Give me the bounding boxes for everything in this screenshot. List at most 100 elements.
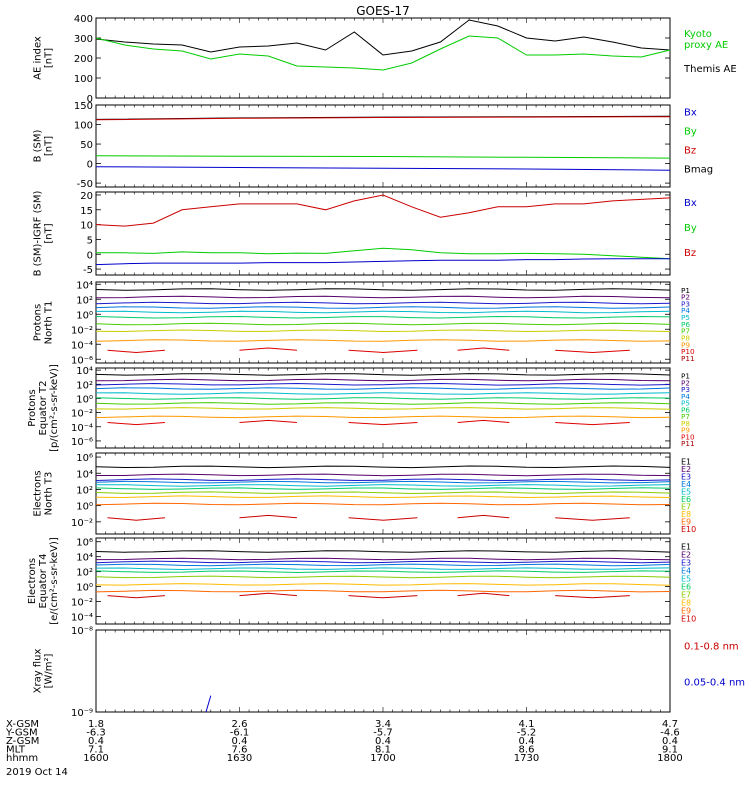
legend-entry: E1 (681, 543, 691, 552)
legend-entry: E5 (681, 487, 691, 496)
channel-line-2 (95, 478, 671, 482)
channel-line-6 (95, 575, 671, 579)
channel-line-6 (95, 402, 671, 405)
time-row-value: 4.1 (519, 719, 535, 730)
legend-entry: E3 (681, 559, 691, 568)
panel-6: 10⁶ 10⁴ 10² 10⁰ 10⁻² 10⁻⁴ ElectronsEquator T4[… (27, 537, 696, 625)
y-tick-label: 0 (87, 94, 93, 105)
legend-entry: P10 (681, 432, 695, 441)
y-tick-label: 10⁻⁴ (71, 423, 93, 434)
legend-entry: E3 (681, 472, 691, 481)
y-tick-label: 10 (80, 221, 93, 232)
channel-line-2 (95, 560, 671, 564)
time-row-value: 7.6 (232, 745, 248, 756)
y-tick-label: 150 (74, 101, 93, 112)
legend-entry: P3 (681, 299, 690, 308)
channel-line-3 (95, 306, 671, 309)
channel-line-gappy (107, 517, 165, 521)
channel-line-8 (95, 589, 671, 593)
series-line-1 (96, 247, 671, 260)
legend-entry: E4 (681, 480, 691, 489)
legend-entry: E2 (681, 551, 691, 560)
time-row-label: hhmm (6, 753, 38, 764)
y-tick-label: 10⁴ (76, 553, 93, 564)
legend-entry: P2 (681, 378, 690, 387)
y-tick-label: 10⁻² (71, 598, 93, 609)
channel-line-gappy (457, 419, 510, 423)
legend-entry: P6 (681, 320, 690, 329)
panel-1: -50 0 50 100 150 B (SM)[nT] Bx By Bz Bmag (33, 101, 714, 190)
y-tick-label: -5 (83, 265, 93, 276)
series-line-2 (95, 155, 671, 159)
channel-line-4 (95, 484, 671, 487)
y-tick-label: 400 (74, 14, 93, 25)
y-tick-label: 10⁰ (76, 394, 93, 405)
channel-line-gappy (348, 349, 418, 354)
legend-entry: P2 (681, 293, 690, 302)
legend-entry: Bz (684, 248, 696, 259)
channel-line-3 (95, 387, 671, 390)
time-row-value: 0.4 (519, 736, 535, 747)
legend-entry: P4 (681, 392, 690, 401)
legend-entry: P8 (681, 334, 690, 343)
series-line-0 (95, 19, 671, 56)
legend-entry: P7 (681, 327, 690, 336)
panel-frame (95, 452, 671, 535)
legend-entry: Bx (684, 107, 697, 118)
y-tick-label: 10⁻⁴ (71, 613, 93, 624)
channel-line-gappy (457, 592, 510, 597)
y-tick-label: 10⁻² (71, 409, 93, 420)
time-row-value: 1800 (657, 753, 682, 764)
time-row-value: 1700 (370, 753, 395, 764)
y-tick-label: 10⁰ (76, 583, 93, 594)
y-axis-label: ElectronsNorth T3 (33, 470, 55, 516)
time-row-value: 9.1 (662, 745, 678, 756)
channel-line-gappy (555, 349, 630, 354)
channel-line-gappy (239, 347, 297, 351)
panel-2: -5 0 5 10 15 20 B (SM)-IGRF (SM)[nT] Bx By Bz (33, 191, 697, 277)
y-tick-label: 10⁻⁸ (71, 626, 93, 637)
y-axis-label: Xray flux[W/m²] (33, 649, 55, 694)
y-tick-label: 5 (87, 235, 93, 246)
legend-entry: E10 (681, 525, 696, 534)
series-line-0 (95, 194, 671, 227)
time-row-value: -5.7 (373, 728, 393, 739)
time-row-label: Z-GSM (6, 736, 39, 747)
channel-line-1 (95, 378, 671, 382)
y-axis-label: ProtonsNorth T1 (33, 301, 55, 345)
legend-entry: P10 (681, 347, 695, 356)
y-axis-label: B (SM)-IGRF (SM)[nT] (33, 191, 55, 277)
legend-entry: P8 (681, 419, 690, 428)
legend-entry: P9 (681, 426, 690, 435)
series-line-1 (95, 116, 671, 121)
channel-line-gappy (239, 419, 297, 423)
y-tick-label: 10⁴ (76, 280, 93, 291)
time-row-value: -6.3 (86, 728, 106, 739)
time-row-value: 1630 (227, 753, 252, 764)
channel-line-0 (95, 465, 671, 469)
channel-line-gappy (239, 514, 297, 519)
channel-line-5 (95, 315, 671, 319)
channel-line-1 (95, 557, 671, 561)
panel-frame (95, 191, 671, 276)
legend-entry: By (684, 223, 697, 234)
series-line-0 (205, 695, 212, 713)
channel-line-gappy (555, 422, 630, 426)
panel-frame (95, 281, 671, 364)
time-row-value: 8.6 (519, 745, 535, 756)
time-row-value: 1.8 (88, 719, 104, 730)
legend-entry: P9 (681, 340, 690, 349)
legend-entry: Kyoto proxy AE (684, 29, 728, 51)
time-row-value: 4.7 (662, 719, 678, 730)
legend-entry: E6 (681, 495, 691, 504)
y-tick-label: 10⁰ (76, 310, 93, 321)
time-row-label: Y-GSM (5, 728, 38, 739)
channel-line-gappy (107, 422, 165, 426)
channel-line-7 (95, 407, 671, 410)
legend-entry: 0.1-0.8 nm (684, 642, 739, 653)
series-line-3 (95, 166, 671, 171)
channel-line-3 (95, 480, 671, 484)
